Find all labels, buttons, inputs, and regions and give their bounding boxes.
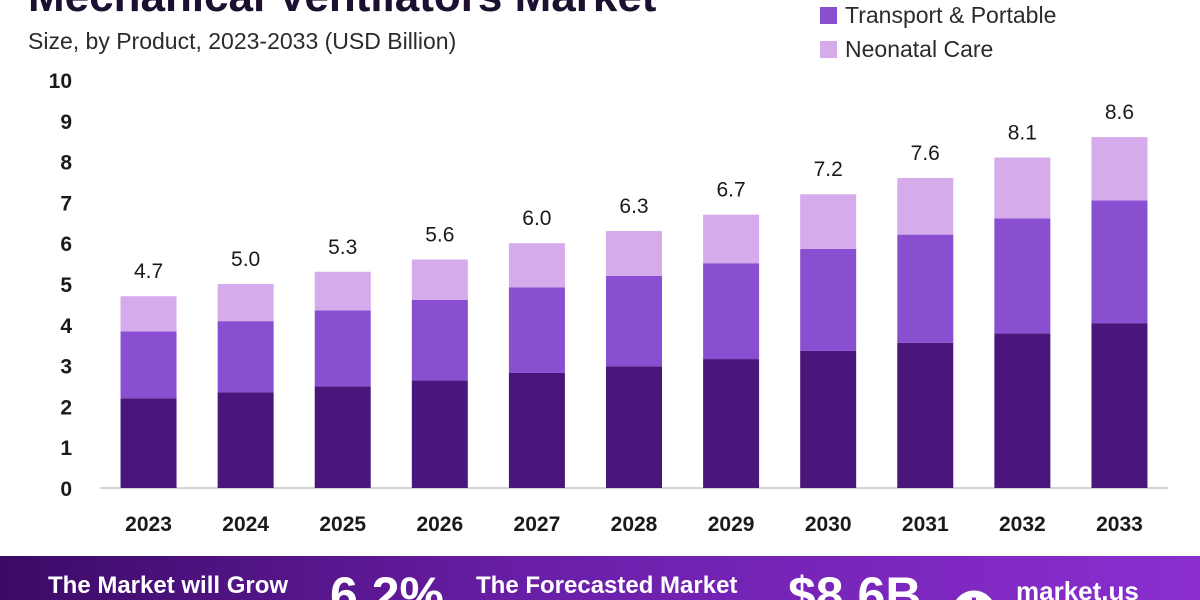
bar-segment-2030-1 — [800, 248, 857, 351]
y-tick-label: 6 — [60, 233, 72, 256]
bar-segment-2025-2 — [314, 271, 371, 311]
bars — [120, 137, 1148, 488]
legend: Transport & Portable Neonatal Care — [820, 0, 1056, 66]
bar-segment-2027-2 — [508, 243, 565, 288]
brand-name: market.us — [1016, 576, 1139, 600]
bar-segment-2023-2 — [120, 296, 177, 332]
x-tick-label-2024: 2024 — [222, 513, 269, 536]
bar-segment-2028-0 — [606, 366, 662, 488]
total-label-2024: 5.0 — [231, 248, 260, 271]
legend-swatch-neonatal-care — [820, 40, 837, 58]
x-tick-label-2031: 2031 — [902, 513, 949, 536]
y-tick-label: 8 — [60, 152, 72, 175]
bar-segment-2032-2 — [994, 157, 1051, 219]
bar-segment-2024-1 — [217, 321, 274, 393]
legend-swatch-transport-portable — [820, 6, 837, 24]
x-tick-label-2029: 2029 — [708, 513, 755, 536]
y-tick-label: 1 — [60, 437, 72, 460]
bar-segment-2032-1 — [994, 218, 1051, 334]
page-subtitle: Size, by Product, 2023-2033 (USD Billion… — [28, 28, 457, 54]
total-label-2032: 8.1 — [1008, 122, 1037, 145]
y-tick-label: 9 — [60, 111, 72, 134]
bar-segment-2033-1 — [1091, 200, 1148, 324]
bar-segment-2030-0 — [800, 350, 857, 488]
total-label-2028: 6.3 — [619, 195, 648, 218]
bar-segment-2024-0 — [217, 392, 274, 488]
total-label-2033: 8.6 — [1105, 101, 1134, 124]
bar-segment-2031-0 — [897, 342, 954, 488]
bar-segment-2028-2 — [606, 230, 662, 276]
legend-label-neonatal-care: Neonatal Care — [845, 35, 994, 62]
bar-segment-2032-0 — [994, 333, 1051, 488]
y-tick-label: 0 — [60, 478, 72, 501]
x-tick-label-2030: 2030 — [805, 513, 852, 536]
total-label-2030: 7.2 — [814, 158, 843, 181]
total-label-2023: 4.7 — [134, 260, 163, 283]
x-tick-label-2027: 2027 — [514, 513, 561, 536]
bar-segment-2028-1 — [606, 275, 662, 367]
bar-segment-2023-0 — [120, 398, 177, 488]
x-tick-label-2028: 2028 — [611, 513, 658, 536]
banner-forecast-text: The Forecasted Market — [476, 572, 738, 599]
banner-cagr-value: 6.2% — [330, 567, 444, 600]
bar-segment-2024-2 — [217, 284, 274, 322]
bar-segment-2023-1 — [120, 331, 177, 399]
x-tick-label-2023: 2023 — [125, 513, 172, 536]
y-tick-label: 2 — [60, 396, 72, 419]
bar-segment-2027-0 — [508, 372, 565, 488]
bar-segment-2026-0 — [411, 380, 468, 488]
y-tick-label: 5 — [60, 274, 72, 297]
y-tick-label: 4 — [60, 315, 72, 338]
brand-logo-icon — [956, 590, 992, 600]
x-tick-label-2026: 2026 — [416, 513, 463, 536]
bar-segment-2026-1 — [411, 299, 468, 381]
bar-segment-2029-0 — [703, 359, 760, 488]
y-tick-label: 7 — [60, 192, 72, 215]
bar-segment-2025-0 — [314, 386, 371, 488]
bar-segment-2033-0 — [1091, 323, 1148, 488]
total-label-2026: 5.6 — [425, 224, 454, 247]
legend-item-transport-portable: Transport & Portable — [820, 0, 1056, 32]
page-title: Mechanical Ventilators Market — [28, 0, 656, 22]
bar-segment-2025-1 — [314, 310, 371, 387]
bar-segment-2027-1 — [508, 287, 565, 373]
total-label-2027: 6.0 — [522, 207, 551, 230]
x-tick-label-2025: 2025 — [319, 513, 366, 536]
y-axis-ticks: 0 1 2 3 4 5 6 7 8 9 10 — [49, 70, 73, 501]
x-tick-label-2033: 2033 — [1096, 513, 1143, 536]
total-labels: 4.7 5.0 5.3 5.6 6.0 6.3 6.7 7.2 7.6 8.1 8.6 — [134, 101, 1134, 283]
total-label-2025: 5.3 — [328, 236, 357, 259]
bar-segment-2029-2 — [703, 214, 760, 264]
x-tick-label-2032: 2032 — [999, 513, 1046, 536]
bar-segment-2026-2 — [411, 259, 468, 300]
legend-item-neonatal-care: Neonatal Care — [820, 32, 1056, 66]
bar-segment-2031-2 — [897, 177, 954, 235]
legend-label-transport-portable: Transport & Portable — [845, 1, 1057, 28]
bar-segment-2031-1 — [897, 234, 954, 343]
stacked-bar-chart: 0 1 2 3 4 5 6 7 8 9 10 4.7 5.0 5.3 5.6 6.0 6.3 6.7 7.2 7.6… — [49, 70, 1168, 536]
bar-segment-2033-2 — [1091, 137, 1148, 201]
x-axis-ticks: 2023 2024 2025 2026 2027 2028 2029 2030 2031 2032… — [125, 513, 1143, 536]
y-tick-label: 10 — [49, 70, 72, 93]
bar-segment-2030-2 — [800, 194, 857, 249]
banner-grow-text: The Market will Grow — [48, 572, 289, 599]
total-label-2031: 7.6 — [911, 142, 940, 165]
y-tick-label: 3 — [60, 356, 72, 379]
total-label-2029: 6.7 — [716, 179, 745, 202]
banner-forecast-value: $8.6B — [788, 567, 922, 600]
footer-banner: The Market will Grow 6.2% The Forecasted… — [0, 556, 1200, 600]
bar-segment-2029-1 — [703, 263, 760, 360]
